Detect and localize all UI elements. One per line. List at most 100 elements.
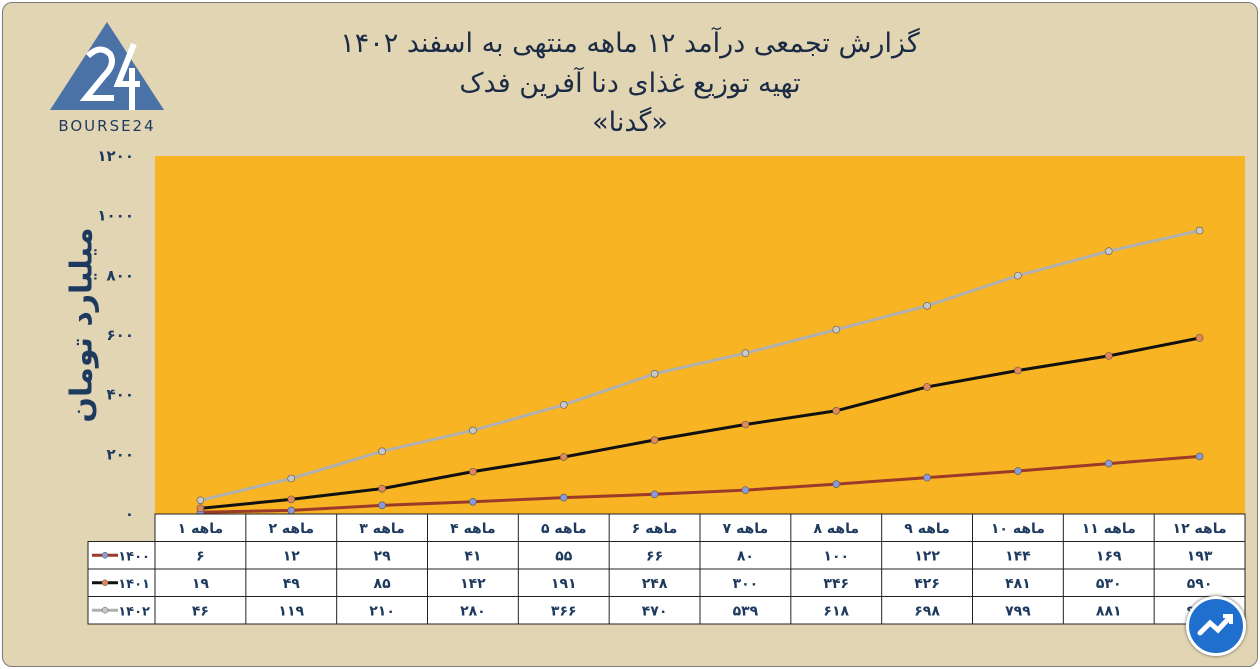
logo-text: BOURSE24 — [58, 117, 156, 135]
x-tick-label: ۹ ماهه — [904, 521, 950, 537]
data-label: ۴۹ — [283, 576, 301, 592]
data-label: ۷۹۹ — [1005, 604, 1031, 620]
data-point — [469, 497, 477, 506]
data-label: ۱۴۲ — [460, 576, 486, 592]
legend-marker — [101, 607, 109, 614]
data-point — [650, 436, 659, 444]
data-point — [1104, 352, 1113, 360]
data-point — [1014, 366, 1022, 375]
data-label: ۱۴۴ — [1005, 549, 1031, 565]
data-label: ۳۶۶ — [551, 604, 577, 620]
x-tick-label: ۵ ماهه — [541, 521, 587, 537]
x-tick-label: ۱ ماهه — [178, 521, 224, 537]
x-tick-label: ۱۲ ماهه — [1173, 521, 1227, 537]
data-point — [923, 473, 931, 482]
data-point — [469, 467, 477, 476]
data-label: ۱۹۱ — [551, 576, 577, 592]
plot-area — [155, 156, 1245, 514]
data-label: ۵۳۹ — [733, 604, 759, 620]
data-point — [287, 474, 296, 483]
data-label: ۶۹۸ — [914, 604, 940, 620]
data-label: ۸۸۱ — [1096, 604, 1122, 620]
data-point — [1195, 334, 1204, 342]
x-tick-label: ۴ ماهه — [450, 521, 496, 537]
data-point — [650, 369, 659, 378]
data-label: ۴۸۱ — [1005, 576, 1031, 592]
chart-title-line3: «گدنا» — [592, 107, 668, 138]
chart-title-line2: تهیه توزیع غذای دنا آفرین فدک — [459, 68, 801, 99]
chart-title-line1: گزارش تجمعی درآمد ۱۲ ماهه منتهی به اسفند… — [340, 28, 920, 59]
data-label: ۵۵ — [555, 549, 573, 565]
x-tick-label: ۳ ماهه — [359, 521, 405, 537]
data-point — [741, 349, 750, 357]
data-point — [378, 501, 386, 510]
x-tick-label: ۷ ماهه — [723, 521, 769, 537]
legend-marker — [101, 552, 109, 559]
data-point — [832, 406, 841, 415]
data-label: ۳۰۰ — [733, 576, 759, 592]
data-label: ۱۹۳ — [1187, 549, 1213, 565]
table-row — [87, 541, 1246, 570]
y-tick-label: ۱۲۰۰ — [97, 147, 134, 165]
data-label: ۶۶ — [646, 549, 663, 565]
data-label: ۱۱۹ — [278, 604, 304, 620]
data-point — [378, 447, 386, 456]
data-label: ۴۶ — [192, 604, 209, 620]
x-tick-label: ۱۱ ماهه — [1082, 521, 1136, 537]
series-line-2 — [200, 229, 1200, 502]
data-point — [287, 506, 296, 515]
data-point — [559, 401, 568, 409]
data-point — [741, 486, 750, 494]
data-point — [832, 325, 841, 334]
data-label: ۲۸۰ — [460, 604, 486, 620]
data-label: ۸۵ — [374, 576, 392, 592]
data-point — [832, 480, 841, 488]
series-line-1 — [200, 336, 1200, 510]
data-point — [469, 426, 477, 435]
trend-up-icon — [1197, 614, 1233, 636]
data-point — [196, 496, 205, 505]
data-label: ۴۲۶ — [914, 576, 940, 592]
y-tick-label: ۲۰۰ — [107, 445, 134, 463]
data-label: ۶ — [196, 549, 205, 565]
legend-label: ۱۴۰۲ — [118, 605, 150, 620]
data-label: ۱۹ — [192, 576, 210, 592]
data-label: ۶۱۸ — [823, 604, 849, 620]
data-point — [1104, 459, 1113, 468]
data-label: ۴۱ — [464, 549, 481, 565]
legend-marker — [101, 579, 109, 586]
series-line-0 — [200, 454, 1200, 514]
trend-badge — [1186, 596, 1246, 656]
data-point — [741, 420, 750, 429]
y-tick-label: ۶۰۰ — [107, 326, 134, 344]
data-point — [196, 504, 205, 513]
data-label: ۲۴۸ — [642, 576, 668, 592]
logo-triangle-icon — [50, 22, 164, 110]
legend-label: ۱۴۰۱ — [118, 577, 150, 592]
data-label: ۸۰ — [737, 549, 754, 565]
x-tick-label: ۲ ماهه — [268, 521, 314, 537]
data-point — [923, 301, 931, 310]
bourse24-logo — [48, 18, 166, 136]
data-label: ۵۳۰ — [1096, 576, 1122, 592]
data-label: ۲۹ — [374, 549, 392, 565]
table-row — [87, 596, 1246, 625]
data-label: ۳۴۶ — [823, 576, 849, 592]
y-tick-label: ۰ — [125, 505, 134, 523]
data-label: ۱۰۰ — [823, 549, 849, 565]
data-point — [1014, 467, 1022, 475]
data-label: ۱۲ — [283, 549, 301, 565]
data-point — [923, 383, 931, 391]
x-tick-label: ۱۰ ماهه — [991, 521, 1045, 537]
data-point — [1104, 247, 1113, 255]
data-point — [650, 490, 659, 499]
data-point — [559, 453, 568, 461]
data-point — [287, 495, 296, 504]
data-point — [1195, 452, 1204, 461]
x-tick-label: ۶ ماهه — [632, 521, 678, 537]
data-point — [1195, 226, 1204, 235]
data-label: ۱۲۲ — [914, 549, 940, 565]
data-label: ۴۷۰ — [642, 604, 668, 620]
legend-label: ۱۴۰۰ — [118, 550, 150, 565]
